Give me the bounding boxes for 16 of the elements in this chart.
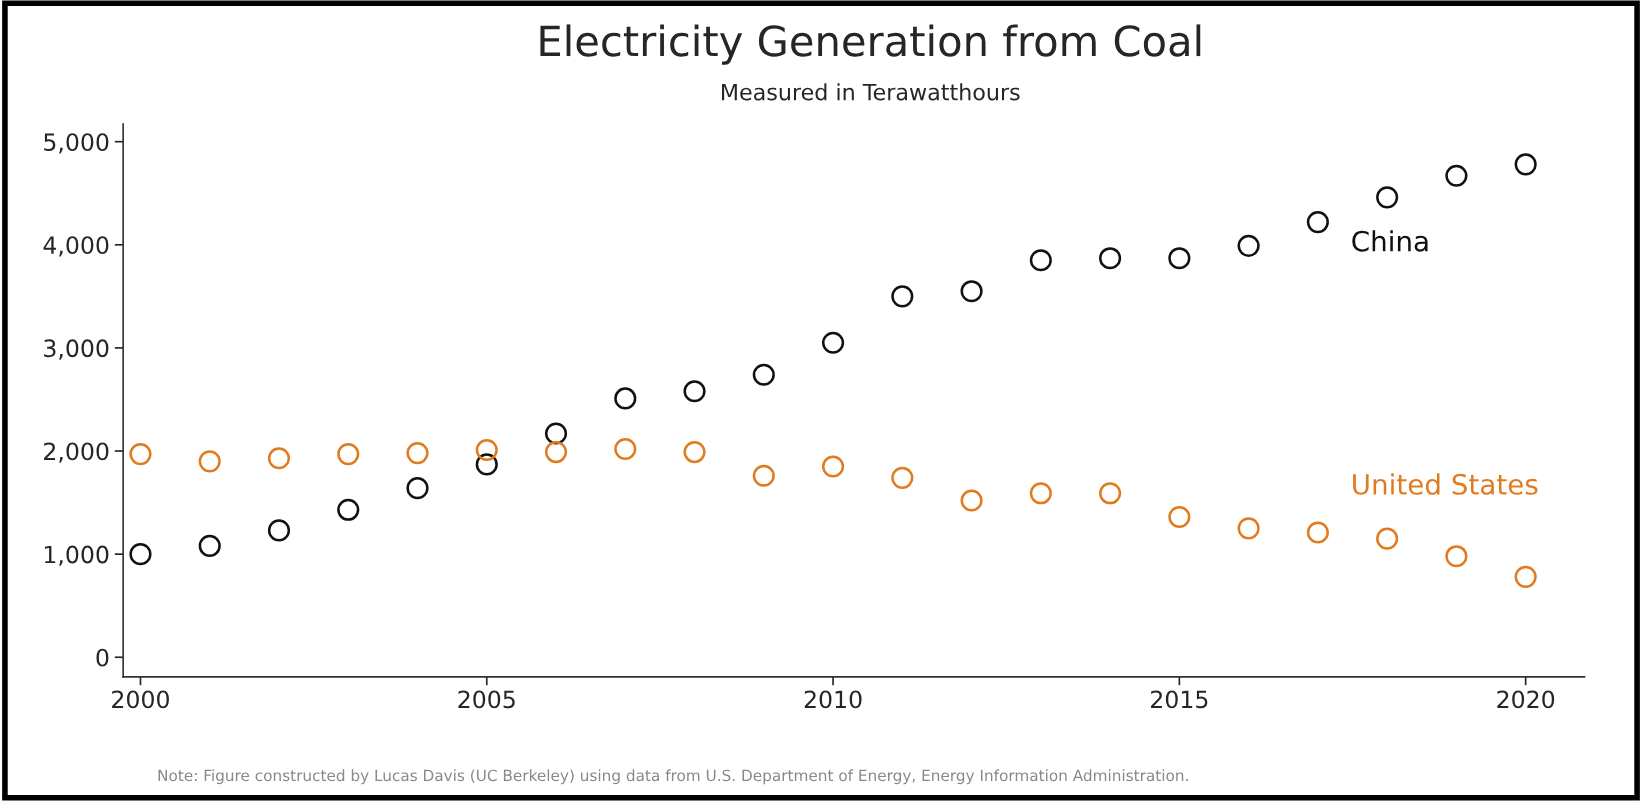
text: Note: Figure constructed by Lucas Davis (UC Berkeley) using data from U.S. Department of Energy, Energy Information Administration. [158, 769, 1188, 785]
series-label: China [1352, 230, 1428, 252]
y-tick-label: 1,000 [44, 545, 109, 566]
x-tick-label: 2000 [112, 690, 169, 709]
chart-title: Electricity Generation from Coal [540, 24, 1201, 65]
x-tick-label: 2020 [1497, 690, 1555, 709]
y-tick-label: 2,000 [44, 442, 109, 463]
series-label: United States [1353, 473, 1538, 495]
x-tick-label: 2005 [458, 690, 515, 709]
x-tick-label: 2010 [804, 690, 862, 709]
y-tick-label: 4,000 [43, 236, 109, 257]
y-tick-label: 5,000 [44, 133, 109, 154]
chart-subtitle: Measured in Terawatthours [722, 83, 1020, 101]
y-tick-label: 0 [96, 648, 109, 667]
x-tick-label: 2015 [1151, 690, 1208, 709]
y-tick-label: 3,000 [44, 339, 109, 360]
